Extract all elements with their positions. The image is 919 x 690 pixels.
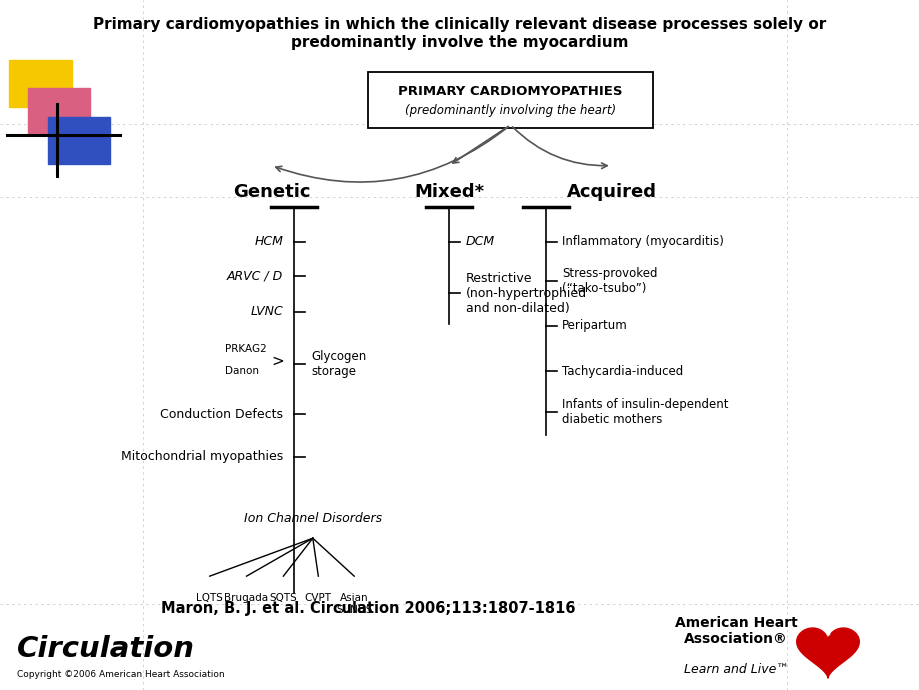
Text: Glycogen
storage: Glycogen storage (311, 351, 366, 378)
Bar (9, 60, 72, 107)
Text: Mixed*: Mixed* (414, 183, 483, 201)
Text: predominantly involve the myocardium: predominantly involve the myocardium (291, 34, 628, 50)
Text: >: > (271, 353, 284, 368)
Bar (28, 88, 90, 135)
Text: Brugada: Brugada (224, 593, 268, 603)
Text: Learn and Live™: Learn and Live™ (683, 663, 788, 676)
Text: ARVC / D: ARVC / D (227, 270, 283, 282)
Text: Tachycardia-induced: Tachycardia-induced (562, 365, 683, 377)
Text: PRKAG2: PRKAG2 (225, 344, 267, 354)
Text: HCM: HCM (255, 235, 283, 248)
Text: Circulation: Circulation (17, 635, 194, 662)
Text: SQTS: SQTS (269, 593, 297, 603)
Text: Restrictive
(non-hypertrophied
and non-dilated): Restrictive (non-hypertrophied and non-d… (465, 272, 586, 315)
Polygon shape (796, 628, 858, 678)
Text: Peripartum: Peripartum (562, 319, 627, 332)
Bar (48, 117, 110, 164)
Text: Danon: Danon (225, 366, 259, 376)
Text: Maron, B. J. et al. Circulation 2006;113:1807-1816: Maron, B. J. et al. Circulation 2006;113… (161, 601, 575, 616)
Text: Asian
SUNDS: Asian SUNDS (335, 593, 372, 615)
Text: Mitochondrial myopathies: Mitochondrial myopathies (121, 451, 283, 463)
Text: Primary cardiomyopathies in which the clinically relevant disease processes sole: Primary cardiomyopathies in which the cl… (93, 17, 826, 32)
FancyBboxPatch shape (368, 72, 652, 128)
Text: LVNC: LVNC (250, 306, 283, 318)
Text: (predominantly involving the heart): (predominantly involving the heart) (404, 104, 616, 117)
Text: Inflammatory (myocarditis): Inflammatory (myocarditis) (562, 235, 723, 248)
Text: LQTS: LQTS (196, 593, 223, 603)
Text: American Heart
Association®: American Heart Association® (674, 616, 797, 647)
Text: Stress-provoked
(“tako-tsubo”): Stress-provoked (“tako-tsubo”) (562, 267, 657, 295)
Text: Genetic: Genetic (233, 183, 310, 201)
Text: Infants of insulin-dependent
diabetic mothers: Infants of insulin-dependent diabetic mo… (562, 398, 728, 426)
Text: Ion Channel Disorders: Ion Channel Disorders (244, 513, 381, 525)
Text: Acquired: Acquired (566, 183, 656, 201)
Text: DCM: DCM (465, 235, 494, 248)
Text: PRIMARY CARDIOMYOPATHIES: PRIMARY CARDIOMYOPATHIES (398, 86, 622, 98)
Text: CVPT: CVPT (304, 593, 332, 603)
Text: Conduction Defects: Conduction Defects (160, 408, 283, 420)
Text: Copyright ©2006 American Heart Association: Copyright ©2006 American Heart Associati… (17, 670, 224, 680)
